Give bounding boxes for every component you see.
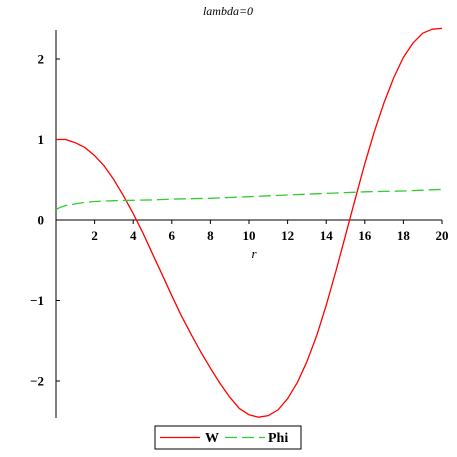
legend-label-phi: Phi — [268, 431, 288, 446]
series-line-phi — [55, 188, 443, 211]
x-tick-label: 20 — [436, 228, 449, 243]
legend: W Phi — [154, 425, 302, 450]
x-tick-label: 4 — [130, 228, 137, 243]
y-tick-label: −1 — [30, 293, 44, 308]
x-tick-label: 12 — [281, 228, 294, 243]
y-tick-label: 1 — [38, 132, 45, 147]
x-tick-label: 16 — [358, 228, 372, 243]
x-axis-label: r — [251, 246, 257, 261]
x-tick-label: 14 — [320, 228, 334, 243]
y-tick-label: 0 — [38, 213, 45, 228]
series-line-w — [56, 27, 443, 418]
x-tick-label: 8 — [207, 228, 214, 243]
legend-label-w: W — [205, 431, 219, 446]
x-tick-label: 6 — [169, 228, 176, 243]
y-tick-label: −2 — [30, 374, 44, 389]
x-tick-label: 10 — [243, 228, 256, 243]
x-tick-label: 18 — [397, 228, 411, 243]
y-tick-label: 2 — [38, 52, 45, 67]
x-tick-label: 2 — [91, 228, 98, 243]
chart-title: lambda=0 — [203, 4, 253, 18]
